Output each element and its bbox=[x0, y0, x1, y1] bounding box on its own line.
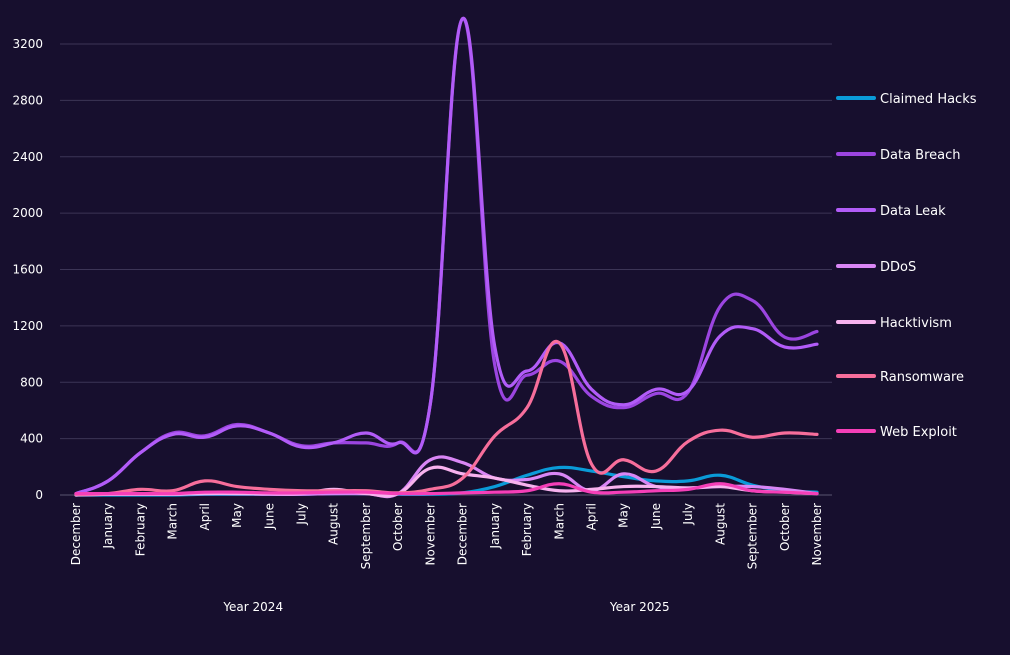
legend-label: Data Leak bbox=[880, 204, 946, 219]
legend: Claimed Hacks Data Breach Data Leak DDoS Hac… bbox=[836, 92, 977, 440]
x-tick-label: December bbox=[69, 503, 83, 565]
x-tick-label: April bbox=[198, 503, 212, 530]
y-tick-label: 1200 bbox=[12, 319, 43, 333]
x-tick-label: February bbox=[520, 503, 534, 556]
x-group-label: Year 2025 bbox=[609, 600, 670, 614]
x-tick-label: August bbox=[713, 503, 727, 545]
gridlines bbox=[60, 43, 832, 496]
x-tick-label: December bbox=[456, 503, 470, 565]
x-tick-label: May bbox=[230, 503, 244, 528]
x-tick-label: February bbox=[133, 503, 147, 556]
x-tick-label: May bbox=[617, 503, 631, 528]
x-tick-label: March bbox=[552, 503, 566, 540]
y-tick-label: 1600 bbox=[12, 263, 43, 277]
x-tick-label: September bbox=[359, 503, 373, 569]
series-line-data-breach bbox=[74, 17, 819, 496]
x-tick-label: June bbox=[262, 503, 276, 530]
series-line-web-exploit bbox=[74, 482, 819, 496]
y-tick-label: 800 bbox=[20, 375, 43, 389]
y-tick-label: 400 bbox=[20, 432, 43, 446]
x-tick-label: October bbox=[778, 503, 792, 551]
series-line-claimed-hacks bbox=[74, 465, 819, 497]
series-line-ransomware bbox=[74, 339, 819, 496]
x-tick-label: July bbox=[295, 503, 309, 526]
x-tick-label: August bbox=[327, 503, 341, 545]
legend-label: Claimed Hacks bbox=[880, 92, 977, 107]
y-tick-label: 3200 bbox=[12, 37, 43, 51]
x-tick-label: November bbox=[810, 503, 824, 565]
y-tick-label: 2400 bbox=[12, 150, 43, 164]
y-tick-label: 0 bbox=[35, 488, 43, 502]
legend-label: Ransomware bbox=[880, 370, 964, 385]
legend-label: Web Exploit bbox=[880, 425, 957, 440]
x-tick-label: November bbox=[423, 503, 437, 565]
x-axis-groups: Year 2024 Year 2025 bbox=[222, 600, 669, 614]
x-tick-label: January bbox=[101, 503, 115, 550]
x-axis: December January February March April May June… bbox=[69, 503, 824, 570]
x-tick-label: July bbox=[681, 503, 695, 526]
x-tick-label: October bbox=[391, 503, 405, 551]
legend-label: DDoS bbox=[880, 260, 916, 275]
x-tick-label: September bbox=[746, 503, 760, 569]
series-line-data-leak bbox=[74, 16, 819, 496]
legend-label: Hacktivism bbox=[880, 316, 952, 331]
x-group-label: Year 2024 bbox=[222, 600, 283, 614]
legend-label: Data Breach bbox=[880, 148, 961, 163]
x-tick-label: June bbox=[649, 503, 663, 530]
x-tick-label: March bbox=[166, 503, 180, 540]
y-tick-label: 2000 bbox=[12, 206, 43, 220]
series-lines bbox=[74, 16, 819, 499]
x-tick-label: January bbox=[488, 503, 502, 550]
y-tick-label: 2800 bbox=[12, 93, 43, 107]
x-tick-label: April bbox=[584, 503, 598, 530]
y-axis: 0 400 800 1200 1600 2000 2400 2800 3200 bbox=[12, 37, 43, 502]
